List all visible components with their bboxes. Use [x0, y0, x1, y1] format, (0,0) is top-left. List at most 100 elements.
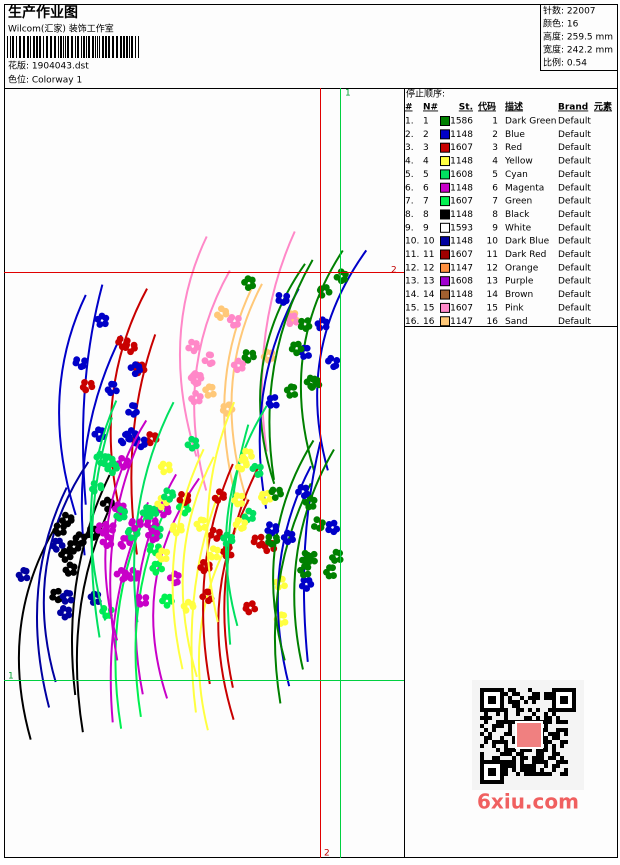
row-st: 1593 [450, 223, 473, 233]
color-swatch [440, 116, 450, 126]
qr-cell [536, 752, 540, 756]
qr-cell [500, 740, 504, 744]
qr-cell [520, 752, 524, 756]
row-n: 4 [423, 157, 429, 167]
qr-cell [536, 696, 540, 700]
colorway: 色位: Colorway 1 [8, 74, 82, 86]
color-swatch [440, 236, 450, 247]
qr-cell [560, 728, 564, 732]
guide-label: 1 [8, 672, 14, 682]
qr-cell [552, 732, 556, 736]
qr-cell [540, 772, 544, 776]
studio: Wilcom(汇家) 装饰工作室 [8, 23, 114, 35]
petal [22, 567, 30, 575]
qr-cell [504, 760, 508, 764]
petal [301, 549, 309, 557]
petal [304, 317, 312, 325]
color-swatch [440, 156, 450, 167]
petal [90, 480, 98, 487]
qr-cell [556, 760, 560, 764]
petal [298, 317, 305, 325]
petal [104, 386, 112, 394]
petal [266, 521, 273, 529]
petal [238, 525, 245, 532]
qr-cell [508, 720, 512, 724]
row-index: 9. [405, 223, 414, 233]
qr-cell [480, 752, 484, 756]
qr-cell [492, 724, 496, 728]
row-n: 7 [423, 197, 429, 207]
row-n: 15 [423, 303, 434, 313]
row-brand: Default [558, 157, 591, 167]
qr-cell [520, 696, 524, 700]
row-index: 13. [405, 277, 419, 287]
qr-cell [552, 764, 556, 768]
row-st: 1147 [450, 317, 473, 327]
bar [97, 36, 98, 58]
petal [77, 539, 85, 547]
row-code: 1 [492, 117, 498, 127]
row-n: 14 [423, 290, 435, 300]
petal [294, 340, 302, 348]
row-st: 1148 [450, 157, 473, 167]
row-desc: Sand [505, 317, 528, 327]
petal [67, 596, 75, 604]
petal [322, 323, 330, 331]
row-brand: Default [558, 170, 591, 180]
petal [97, 482, 105, 490]
row-code: 6 [492, 183, 498, 193]
petal [322, 284, 330, 291]
bar [30, 36, 31, 58]
petal [265, 533, 273, 541]
column-header: Brand [558, 103, 588, 113]
qr-cell [512, 704, 516, 708]
qr-cell [492, 756, 496, 760]
petal [309, 383, 317, 391]
petal [206, 360, 214, 368]
petal [199, 593, 207, 601]
petal [81, 379, 88, 386]
bar [58, 36, 59, 58]
petal [81, 357, 88, 365]
petal [72, 539, 79, 546]
petal [227, 551, 235, 559]
qr-cell [496, 720, 500, 724]
row-n: 3 [423, 143, 429, 153]
petal [192, 340, 200, 347]
qr-cell [544, 716, 548, 720]
petal [275, 291, 283, 299]
qr-cell [552, 736, 556, 740]
bar [12, 36, 14, 58]
petal [228, 533, 236, 541]
qr-cell [488, 736, 492, 740]
qr-cell [540, 768, 544, 772]
bar [16, 36, 17, 58]
petal [290, 383, 298, 391]
petal [177, 522, 185, 530]
row-index: 1. [405, 117, 414, 127]
row-index: 6. [405, 183, 414, 193]
bar [23, 36, 25, 58]
petal [160, 493, 168, 501]
bar [43, 36, 44, 58]
qr-cell [548, 716, 552, 720]
qr-cell [544, 720, 548, 724]
qr-cell [504, 720, 508, 724]
row-n: 11 [423, 250, 434, 260]
color-swatch [440, 169, 450, 180]
bar [33, 36, 35, 58]
stem [302, 441, 322, 662]
qr-cell [512, 692, 516, 696]
row-n: 9 [423, 223, 429, 233]
petal [330, 528, 338, 536]
petal [53, 522, 61, 530]
petal [302, 498, 310, 506]
petal [96, 522, 103, 530]
petal [66, 553, 74, 561]
petal [225, 401, 233, 409]
row-desc: Green [505, 197, 532, 207]
petal [140, 436, 148, 444]
info-line: 高度: 259.5 mm [543, 31, 613, 43]
petal [276, 486, 283, 494]
